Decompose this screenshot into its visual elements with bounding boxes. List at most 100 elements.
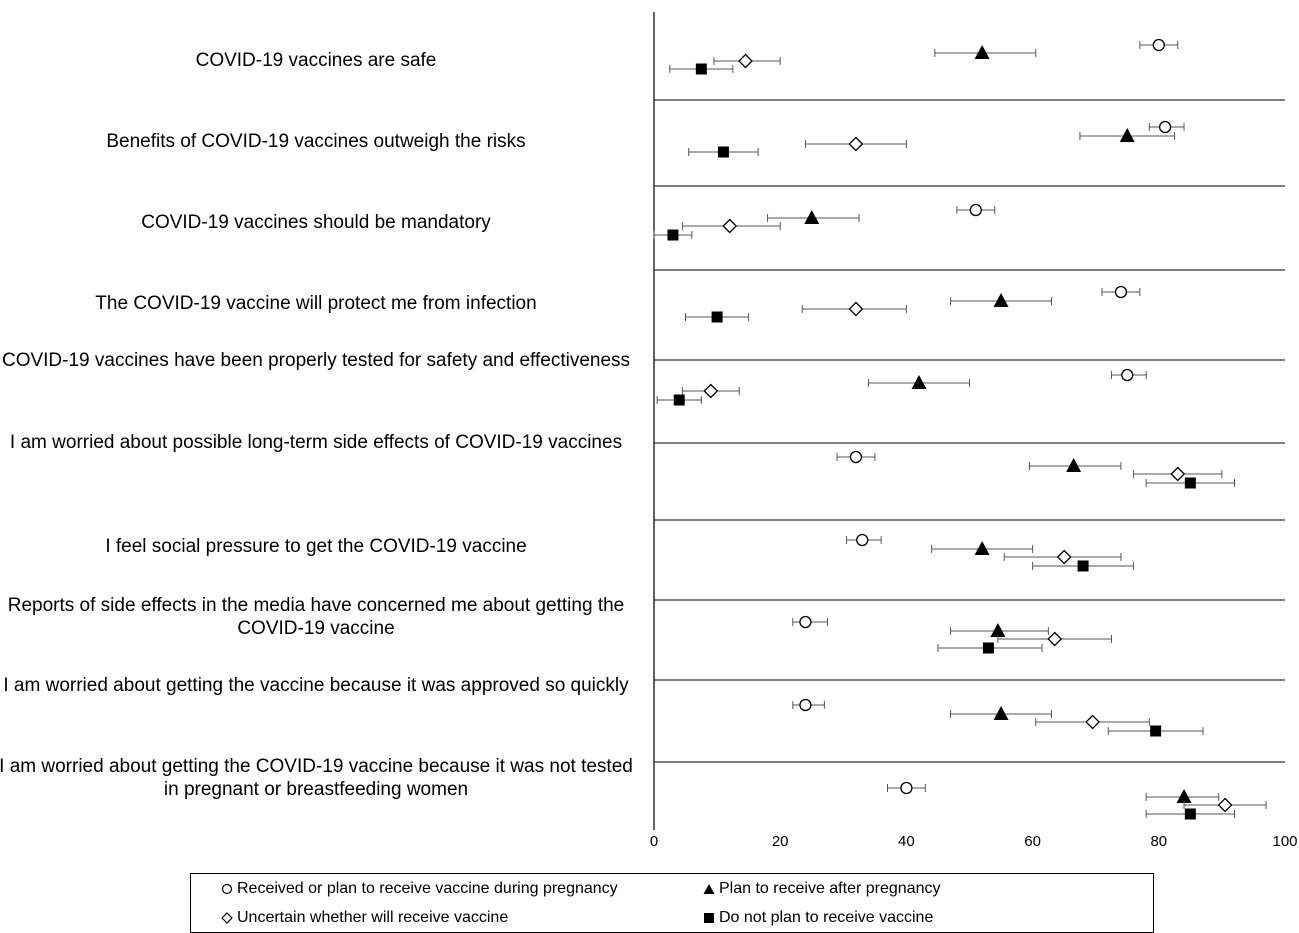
data-point-series-2 — [1133, 466, 1223, 482]
data-marker — [974, 45, 990, 59]
data-point-series-2 — [801, 301, 907, 317]
legend-label: Uncertain whether will receive vaccine — [237, 909, 509, 926]
data-point-series-0 — [1101, 285, 1141, 299]
data-point-series-1 — [1145, 789, 1220, 803]
category-label: The COVID-19 vaccine will protect me fro… — [95, 293, 537, 314]
data-marker — [1114, 285, 1128, 299]
data-marker — [848, 136, 864, 152]
data-marker — [703, 383, 719, 399]
data-point-series-3 — [1145, 477, 1236, 489]
data-marker — [711, 311, 723, 323]
data-marker — [856, 533, 869, 547]
data-point-series-3 — [1032, 560, 1135, 572]
data-marker — [849, 450, 863, 464]
data-marker — [1217, 797, 1233, 813]
data-point-series-3 — [656, 394, 702, 406]
data-point-series-3 — [1145, 808, 1236, 820]
category-label: I feel social pressure to get the COVID-… — [105, 536, 527, 557]
data-point-series-1 — [1028, 458, 1122, 472]
data-point-series-3 — [937, 642, 1043, 654]
data-marker — [673, 394, 685, 406]
data-marker — [1085, 714, 1100, 730]
data-marker — [799, 615, 812, 629]
data-marker — [1047, 631, 1063, 647]
data-point-series-3 — [669, 63, 734, 75]
data-point-series-0 — [792, 615, 829, 629]
x-tick-label: 40 — [898, 833, 915, 850]
data-marker — [1077, 560, 1089, 572]
data-point-series-3 — [688, 146, 759, 158]
legend-label: Received or plan to receive vaccine duri… — [237, 880, 618, 897]
data-point-series-2 — [713, 53, 781, 69]
data-marker — [990, 623, 1006, 637]
data-point-series-2 — [1183, 797, 1267, 813]
data-marker — [900, 781, 913, 795]
data-marker — [738, 53, 753, 69]
category-label: Benefits of COVID-19 vaccines outweigh t… — [106, 131, 526, 152]
x-tick-label: 80 — [1150, 833, 1167, 850]
data-point-series-1 — [1079, 128, 1176, 142]
data-point-series-0 — [886, 781, 926, 795]
x-tick-label: 100 — [1272, 833, 1297, 850]
data-marker — [1121, 368, 1134, 382]
category-label: Reports of side effects in the media hav… — [7, 595, 625, 639]
data-point-series-2 — [997, 631, 1112, 647]
data-point-series-1 — [950, 623, 1049, 637]
data-marker — [722, 218, 738, 234]
data-marker — [1158, 120, 1172, 134]
square-filled-icon — [704, 913, 714, 923]
data-marker — [717, 146, 729, 158]
data-point-series-2 — [681, 218, 781, 234]
data-marker — [1170, 466, 1186, 482]
data-marker — [799, 698, 812, 712]
data-point-series-3 — [653, 229, 693, 241]
data-marker — [974, 541, 990, 555]
data-point-series-0 — [1148, 120, 1185, 134]
data-point-series-2 — [1035, 714, 1150, 730]
data-marker — [982, 642, 994, 654]
data-marker — [911, 375, 927, 389]
data-point-series-0 — [845, 533, 882, 547]
category-label: I am worried about possible long-term si… — [9, 432, 623, 453]
legend-label: Do not plan to receive vaccine — [719, 909, 934, 926]
category-label: COVID-19 vaccines should be mandatory — [141, 212, 491, 233]
data-marker — [1184, 477, 1196, 489]
data-marker — [969, 203, 982, 217]
data-marker — [667, 229, 679, 241]
data-point-series-2 — [804, 136, 907, 152]
legend-item-series-3: Do not plan to receive vaccine — [702, 908, 933, 928]
legend-item-series-1: Plan to receive after pregnancy — [702, 879, 940, 899]
data-point-series-1 — [950, 706, 1053, 720]
x-tick-label: 20 — [772, 833, 789, 850]
legend-label: Plan to receive after pregnancy — [719, 880, 941, 897]
triangle-filled-icon — [703, 884, 715, 894]
legend-item-series-2: Uncertain whether will receive vaccine — [220, 908, 508, 928]
data-marker — [993, 706, 1009, 720]
data-point-series-0 — [956, 203, 996, 217]
data-point-series-0 — [1139, 38, 1179, 52]
data-point-series-1 — [931, 541, 1034, 555]
data-point-series-1 — [934, 45, 1037, 59]
data-marker — [1152, 38, 1165, 52]
data-marker — [1150, 725, 1162, 737]
data-point-series-2 — [1003, 549, 1122, 565]
legend-item-series-0: Received or plan to receive vaccine duri… — [220, 879, 618, 899]
x-tick-label: 60 — [1024, 833, 1041, 850]
category-label: COVID-19 vaccines are safe — [195, 50, 437, 71]
legend: Received or plan to receive vaccine duri… — [190, 873, 1154, 933]
data-marker — [804, 210, 820, 224]
data-point-series-1 — [767, 210, 860, 224]
data-point-series-0 — [836, 450, 876, 464]
data-point-series-1 — [950, 293, 1053, 307]
x-tick-label: 0 — [650, 833, 658, 850]
data-point-series-3 — [1107, 725, 1204, 737]
data-marker — [993, 293, 1009, 307]
data-marker — [848, 301, 864, 317]
data-point-series-2 — [681, 383, 740, 399]
data-marker — [1176, 789, 1192, 803]
category-label: I am worried about getting the vaccine b… — [3, 675, 629, 696]
category-label: COVID-19 vaccines have been properly tes… — [1, 350, 631, 371]
data-point-series-0 — [1110, 368, 1147, 382]
data-marker — [1056, 549, 1072, 565]
